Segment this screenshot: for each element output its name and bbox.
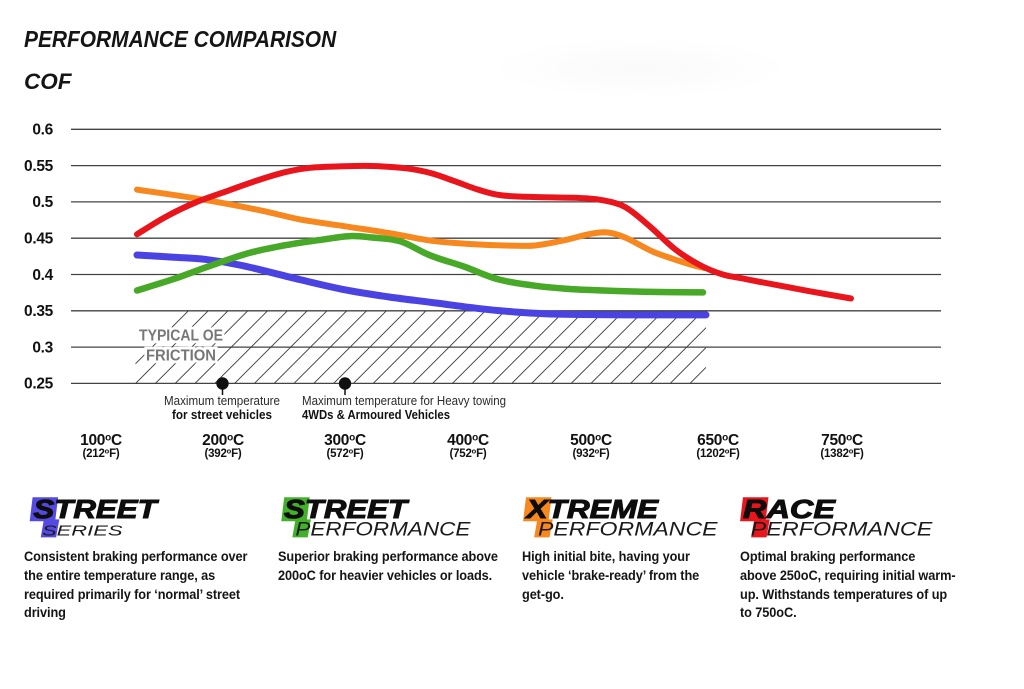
- svg-text:for street vehicles: for street vehicles: [172, 408, 272, 422]
- svg-text:500oC: 500oC: [570, 432, 612, 449]
- svg-text:XTREME: XTREME: [524, 496, 659, 524]
- svg-text:Maximum temperature: Maximum temperature: [164, 394, 280, 408]
- svg-text:SERIES: SERIES: [42, 523, 123, 540]
- svg-text:(1382oF): (1382oF): [820, 447, 864, 461]
- svg-text:100oC: 100oC: [80, 432, 122, 449]
- svg-text:0.4: 0.4: [32, 267, 53, 284]
- svg-text:4WDs & Armoured Vehicles: 4WDs & Armoured Vehicles: [302, 408, 450, 422]
- svg-text:0.25: 0.25: [24, 376, 54, 393]
- svg-text:0.35: 0.35: [24, 303, 54, 320]
- svg-text:400oC: 400oC: [447, 432, 489, 449]
- svg-text:0.45: 0.45: [24, 231, 54, 248]
- svg-text:(392oF): (392oF): [204, 447, 241, 461]
- svg-text:STREET: STREET: [33, 496, 159, 524]
- svg-text:(572oF): (572oF): [326, 447, 363, 461]
- svg-text:FRICTION: FRICTION: [146, 348, 216, 365]
- svg-text:0.3: 0.3: [32, 339, 53, 356]
- svg-text:PERFORMANCE: PERFORMANCE: [295, 520, 470, 541]
- svg-text:(212oF): (212oF): [82, 447, 119, 461]
- svg-text:0.6: 0.6: [32, 122, 53, 139]
- svg-text:PERFORMANCE: PERFORMANCE: [538, 520, 718, 541]
- svg-text:(1202oF): (1202oF): [696, 447, 740, 461]
- svg-text:TYPICAL OE: TYPICAL OE: [139, 328, 223, 345]
- svg-text:PERFORMANCE: PERFORMANCE: [751, 520, 933, 541]
- svg-text:0.5: 0.5: [32, 194, 53, 211]
- svg-text:(752oF): (752oF): [449, 447, 486, 461]
- svg-text:200oC: 200oC: [202, 432, 244, 449]
- svg-text:Maximum temperature for Heavy: Maximum temperature for Heavy towing: [302, 394, 506, 408]
- svg-text:RACE: RACE: [743, 496, 836, 524]
- svg-text:(932oF): (932oF): [572, 447, 609, 461]
- svg-text:750oC: 750oC: [821, 432, 863, 449]
- svg-text:300oC: 300oC: [324, 432, 366, 449]
- svg-text:STREET: STREET: [284, 496, 410, 524]
- svg-text:650oC: 650oC: [697, 432, 739, 449]
- svg-text:0.55: 0.55: [24, 158, 54, 175]
